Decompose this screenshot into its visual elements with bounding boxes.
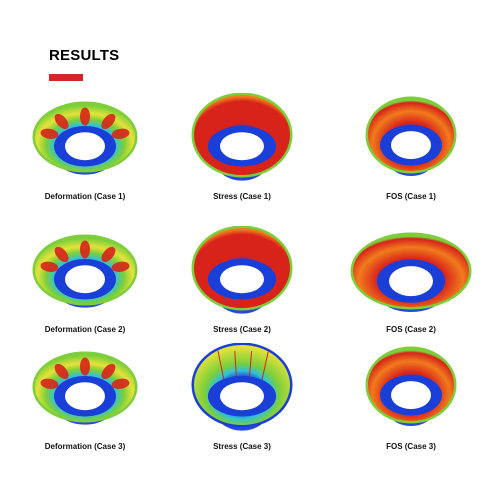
result-figure: FOS (Case 1) bbox=[346, 93, 476, 208]
figure-caption: FOS (Case 2) bbox=[386, 325, 436, 334]
fea-render-image bbox=[365, 96, 457, 177]
fea-render-image bbox=[191, 226, 293, 314]
result-figure: Stress (Case 2) bbox=[177, 226, 307, 341]
fea-render-image bbox=[32, 101, 138, 175]
figure-caption: Deformation (Case 2) bbox=[44, 325, 126, 334]
figure-caption: Stress (Case 2) bbox=[213, 325, 271, 334]
fea-render-image bbox=[191, 93, 293, 181]
fea-render-image bbox=[32, 351, 138, 425]
result-figure: Stress (Case 3) bbox=[177, 343, 307, 458]
fea-render-image bbox=[350, 232, 472, 313]
figure-caption: Stress (Case 1) bbox=[213, 192, 271, 201]
result-figure: FOS (Case 2) bbox=[346, 226, 476, 341]
result-figure: Stress (Case 1) bbox=[177, 93, 307, 208]
fea-render-image bbox=[32, 234, 138, 308]
fea-render-image bbox=[191, 343, 293, 431]
result-figure: Deformation (Case 2) bbox=[20, 226, 150, 341]
title-accent-bar bbox=[49, 74, 83, 81]
result-figure: FOS (Case 3) bbox=[346, 343, 476, 458]
figure-caption: Deformation (Case 3) bbox=[44, 442, 126, 451]
fea-render-image bbox=[365, 346, 457, 427]
figure-caption: FOS (Case 1) bbox=[386, 192, 436, 201]
figure-caption: FOS (Case 3) bbox=[386, 442, 436, 451]
result-figure: Deformation (Case 3) bbox=[20, 343, 150, 458]
figure-caption: Stress (Case 3) bbox=[213, 442, 271, 451]
figure-caption: Deformation (Case 1) bbox=[44, 192, 126, 201]
result-figure: Deformation (Case 1) bbox=[20, 93, 150, 208]
page-title: RESULTS bbox=[49, 47, 120, 64]
